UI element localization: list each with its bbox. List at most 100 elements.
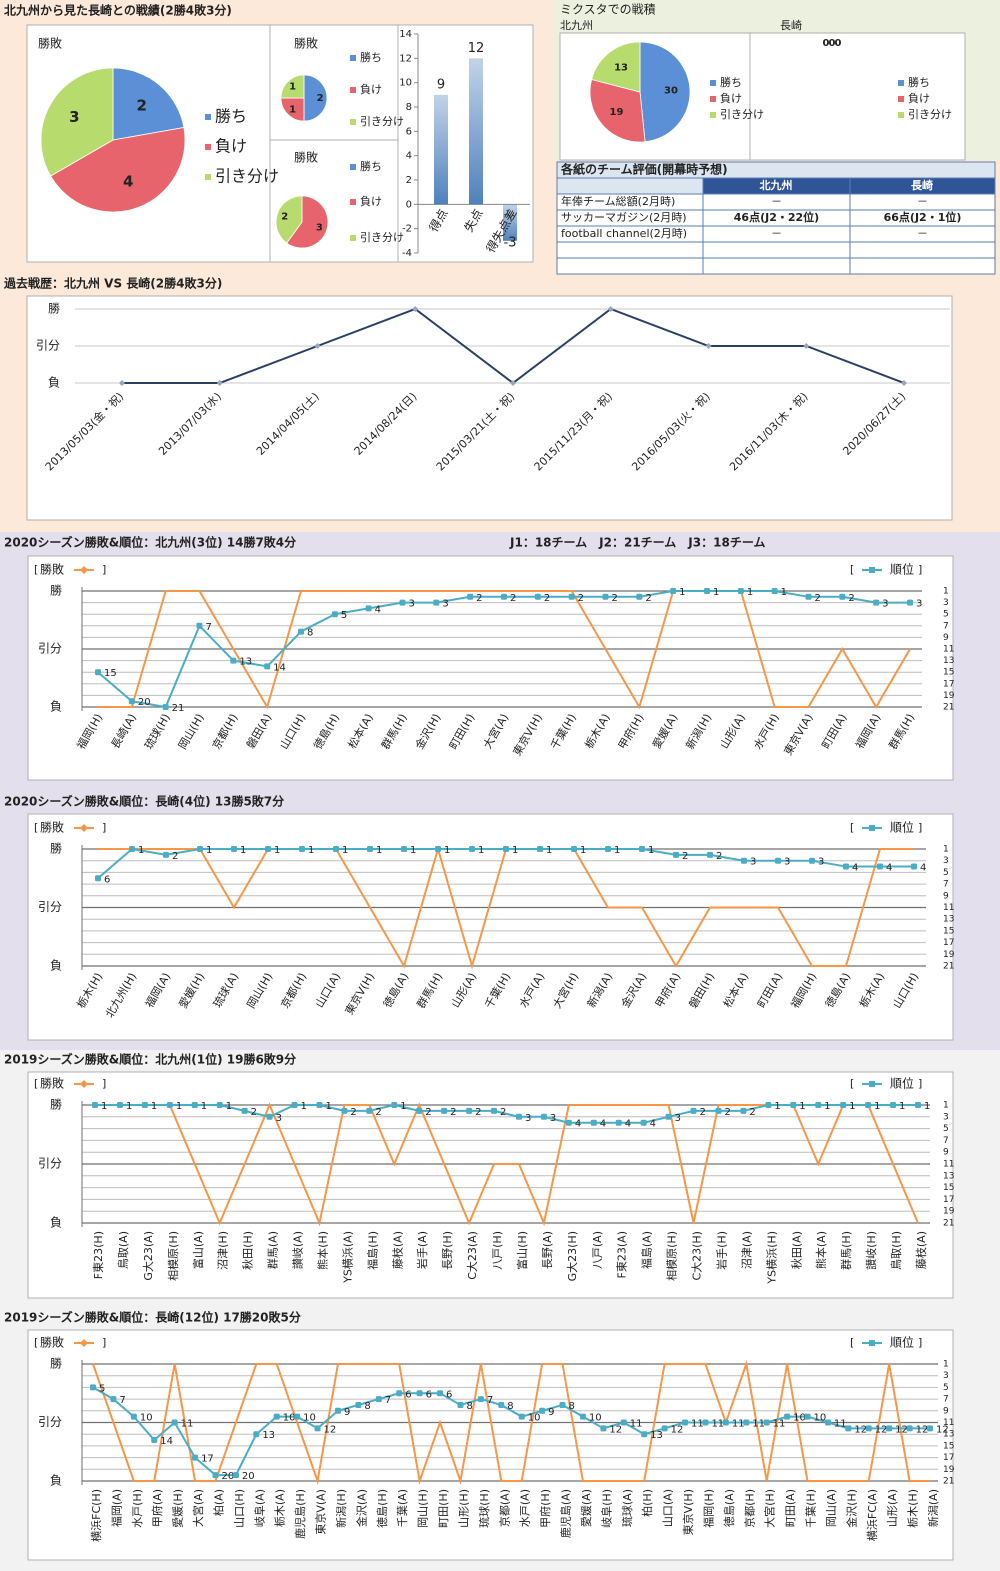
point-marker	[433, 599, 440, 606]
data-label: 12	[854, 1424, 867, 1435]
bar	[469, 58, 483, 205]
pie-slice	[286, 195, 329, 249]
data-label: 2	[425, 1107, 431, 1118]
point-marker	[231, 846, 237, 852]
data-label: 20	[221, 1471, 234, 1482]
x-tick-label: 福島(H)	[365, 1231, 379, 1270]
point-marker	[737, 588, 744, 594]
point-marker	[707, 851, 713, 858]
table-text: －	[917, 195, 928, 208]
x-tick-label: 東京V(H)	[681, 1489, 695, 1535]
y2-tick-label: 5	[943, 868, 949, 878]
point-marker	[355, 1401, 362, 1408]
data-label: 4	[575, 1119, 581, 1130]
legend-label: 順位	[890, 562, 914, 577]
point-marker	[515, 1113, 522, 1120]
x-tick-label: 群馬(A)	[266, 1231, 280, 1269]
data-label: 14	[273, 662, 286, 673]
point-marker	[90, 1384, 96, 1391]
legend-bracket: ]	[918, 821, 922, 834]
point-marker	[241, 1107, 248, 1114]
data-label: 1	[679, 587, 685, 598]
data-label: 13	[239, 657, 252, 668]
x-tick-label: 千葉(A)	[395, 1489, 409, 1527]
pie-slice	[40, 67, 114, 177]
point-marker	[873, 599, 880, 606]
y2-tick-label: 15	[943, 668, 954, 678]
point-marker	[128, 698, 135, 705]
legend-bracket: ]	[918, 1077, 922, 1090]
data-label: 6	[446, 1389, 452, 1400]
data-label: 3	[750, 857, 756, 868]
legend-bracket: [	[850, 1336, 854, 1349]
x-tick-label: 鹿児島(H)	[293, 1489, 307, 1539]
x-tick-label: F東23(H)	[92, 1231, 105, 1279]
legend-bracket: ]	[102, 1077, 106, 1090]
data-label: 1	[747, 587, 753, 598]
y2-tick-label: 5	[943, 1383, 949, 1393]
y2-tick-label: 19	[943, 950, 955, 960]
x-tick-label: 水戸(H)	[131, 1489, 144, 1528]
x-tick-label: 金沢(H)	[844, 1489, 858, 1528]
data-label: 1	[308, 845, 314, 856]
slice-label: 30	[664, 85, 678, 96]
table-cell	[702, 257, 851, 275]
y-tick-label: 負	[50, 959, 62, 973]
point-marker	[510, 380, 516, 386]
y-tick-label: 勝	[50, 1097, 62, 1112]
point-marker	[314, 343, 321, 349]
point-marker	[273, 1413, 280, 1420]
point-marker	[266, 1113, 273, 1120]
legend-label: 引き分け	[720, 107, 764, 121]
data-label: 1	[301, 1101, 307, 1112]
x-tick-label: 柏(A)	[211, 1489, 225, 1516]
data-label: 1	[713, 587, 719, 598]
point-marker	[743, 1419, 750, 1426]
point-marker	[763, 1419, 770, 1426]
point-marker	[151, 1437, 158, 1444]
point-marker	[119, 380, 125, 386]
y2-tick-label: 7	[943, 880, 949, 890]
table-text: －	[771, 195, 782, 208]
point-marker	[116, 1102, 123, 1108]
table-text: 46点(J2・22位)	[734, 210, 819, 224]
data-label: 12	[671, 1424, 684, 1435]
point-marker	[299, 846, 305, 852]
point-marker	[534, 593, 541, 600]
data-label: 11	[752, 1419, 765, 1430]
y-tick-label: -4	[402, 248, 412, 259]
point-marker	[191, 1102, 198, 1108]
point-marker	[605, 846, 611, 852]
data-label: 12	[875, 1424, 888, 1435]
point-marker	[559, 1401, 566, 1408]
x-tick-label: 秋田(A)	[789, 1231, 803, 1269]
legend-label: 勝敗	[40, 820, 64, 835]
y2-tick-label: 17	[943, 938, 954, 948]
point-marker	[503, 846, 509, 852]
data-label: 10	[589, 1413, 602, 1424]
legend-swatch	[350, 87, 356, 93]
data-label: 1	[849, 1101, 855, 1112]
point-marker	[441, 1107, 448, 1114]
legend-marker	[80, 1080, 88, 1088]
slice-label: 2	[317, 93, 324, 104]
x-tick-label: 栃木(H)	[906, 1489, 920, 1528]
legend-bracket: ]	[102, 563, 106, 576]
data-label: 4	[375, 604, 381, 615]
y2-tick-label: 15	[943, 1441, 954, 1451]
data-label: 2	[476, 593, 482, 604]
data-label: 9	[344, 1407, 350, 1418]
point-marker	[467, 593, 474, 600]
point-marker	[804, 1413, 811, 1420]
data-label: 1	[201, 1101, 207, 1112]
legend-label: 順位	[890, 1335, 914, 1350]
chart-title: 過去戦歴：北九州 VS 長崎(2勝4敗3分)	[3, 276, 222, 291]
data-label: 7	[385, 1395, 391, 1406]
x-tick-label: G大23(A)	[141, 1231, 155, 1281]
x-tick-label: YS横浜(A)	[340, 1231, 354, 1284]
point-marker	[906, 1425, 913, 1432]
data-label: 12	[324, 1424, 337, 1435]
y2-tick-label: 17	[943, 1195, 954, 1205]
data-label: 1	[781, 587, 787, 598]
x-tick-label: 讃岐(H)	[865, 1231, 878, 1270]
